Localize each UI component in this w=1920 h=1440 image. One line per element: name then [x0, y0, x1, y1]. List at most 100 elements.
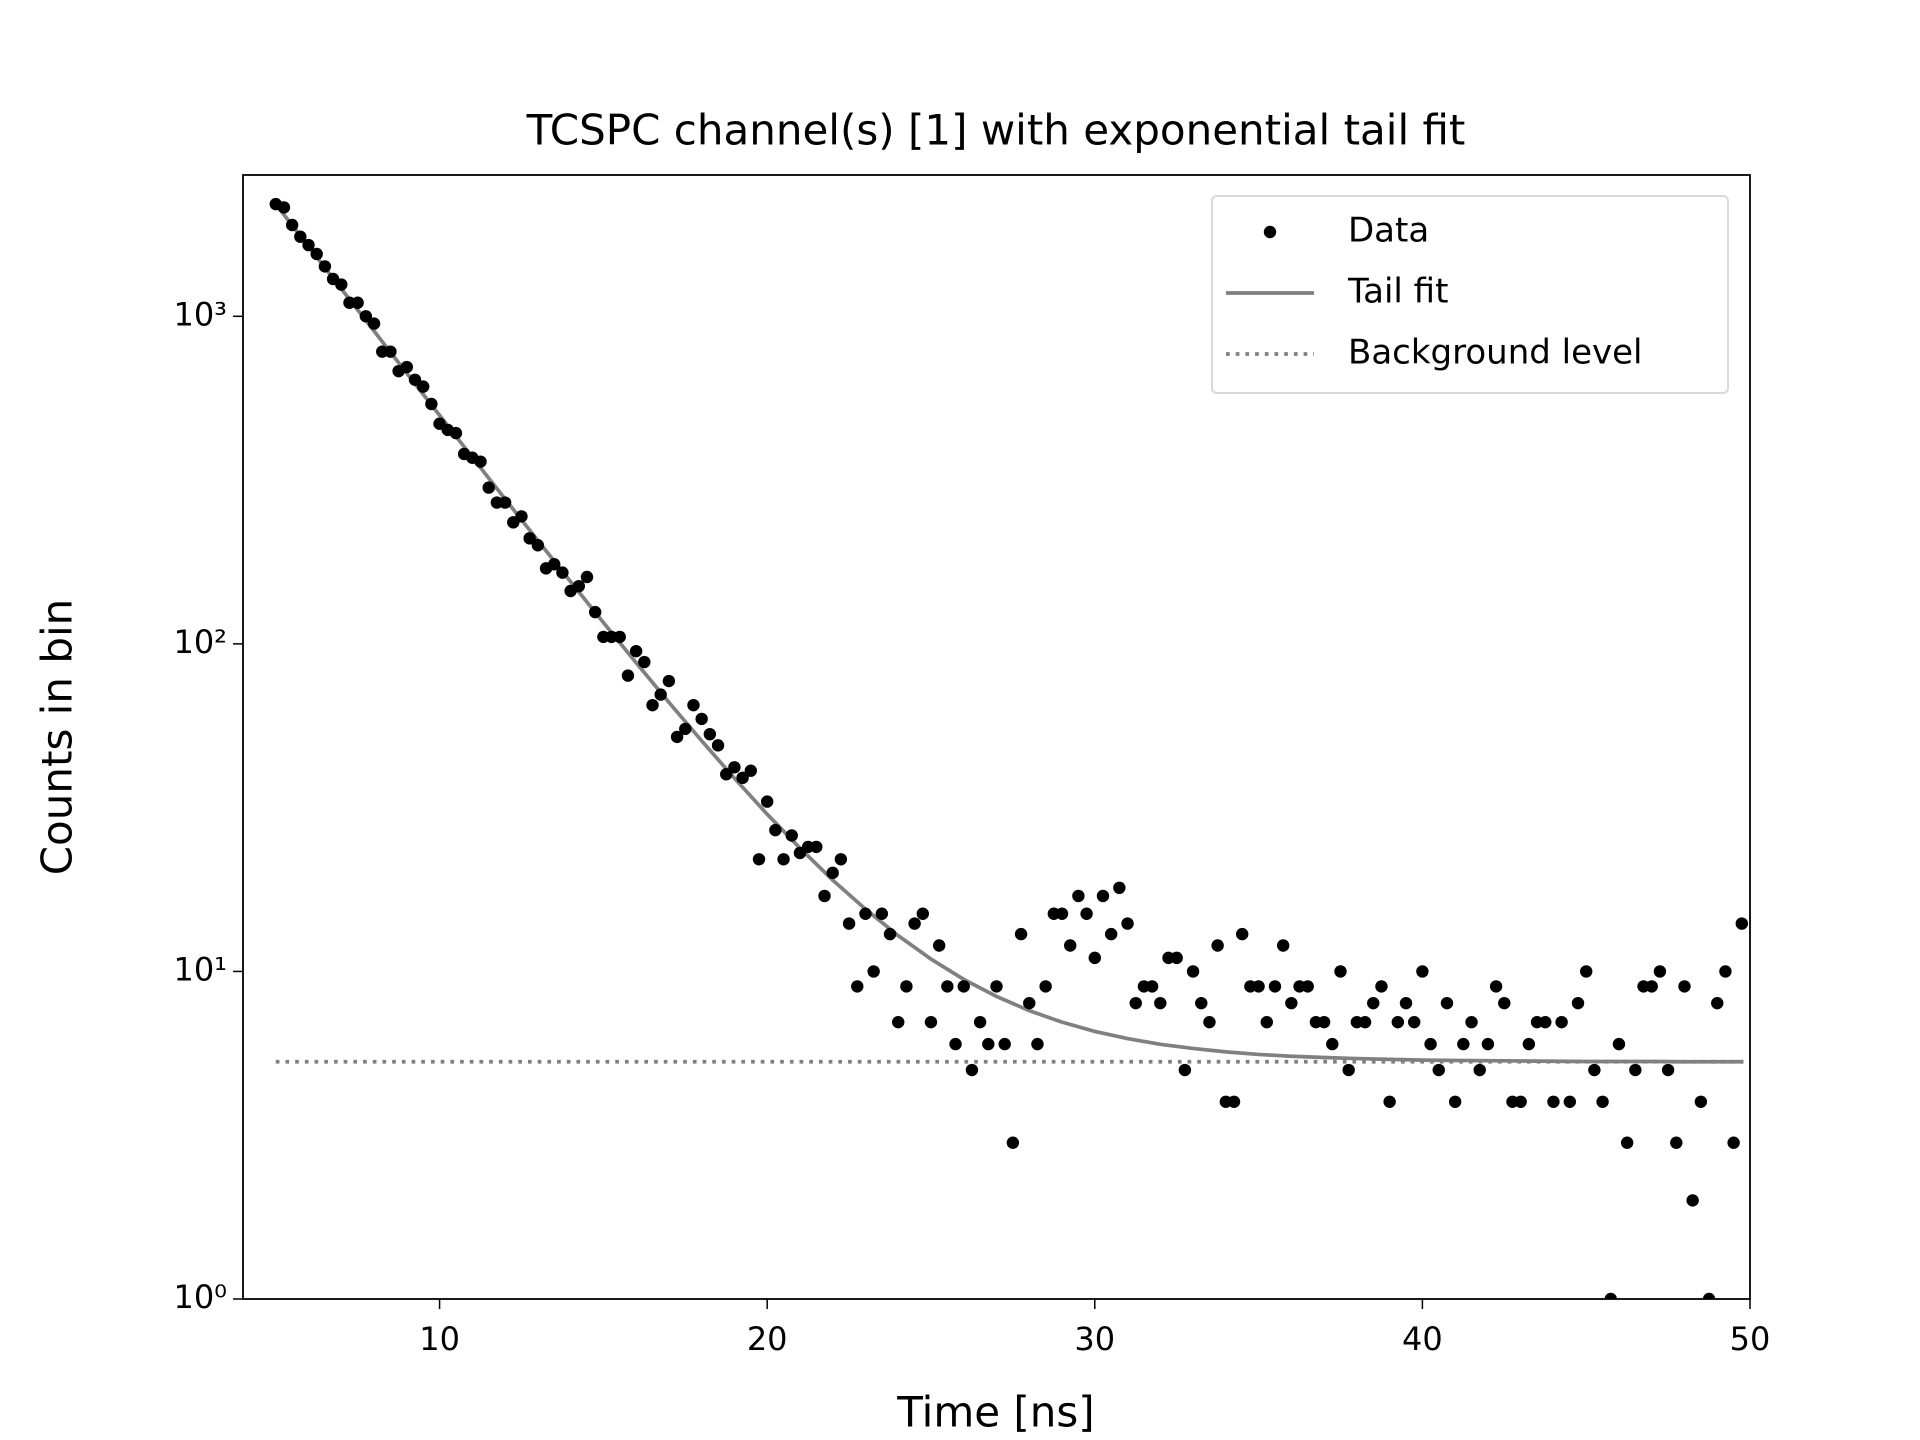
data-point [1735, 917, 1749, 930]
y-tick-label: 10¹ [173, 950, 227, 988]
data-point [400, 360, 414, 374]
legend-label: Data [1348, 211, 1429, 251]
data-point [1432, 1063, 1445, 1077]
y-tick-label: 10² [173, 623, 227, 661]
data-point [1539, 1015, 1552, 1029]
x-axis-label: Time [ns] [896, 1388, 1094, 1437]
data-point [1055, 907, 1069, 920]
data-point [556, 566, 569, 579]
data-point [531, 539, 545, 552]
data-point [1424, 1037, 1437, 1051]
legend-box [1211, 195, 1729, 394]
data-point [670, 730, 684, 744]
data-point [769, 823, 782, 837]
data-point [924, 1015, 938, 1029]
data-point [892, 1015, 905, 1029]
data-point [1416, 965, 1429, 978]
data-point [875, 907, 889, 920]
data-point [1719, 965, 1732, 978]
data-point [1481, 1037, 1495, 1051]
data-point [728, 761, 741, 774]
data-point [367, 317, 381, 330]
data-point [736, 771, 749, 785]
data-point [1096, 889, 1110, 903]
data-point [384, 345, 397, 358]
data-point [416, 380, 430, 393]
data-point [1080, 907, 1093, 920]
data-point [482, 481, 495, 494]
data-point [621, 669, 635, 682]
data-point [646, 698, 659, 712]
data-point [1088, 951, 1101, 965]
data-point [1579, 965, 1593, 978]
data-point [1023, 996, 1036, 1010]
data-point [1326, 1037, 1339, 1051]
data-point [752, 853, 766, 866]
data-point [1375, 980, 1388, 993]
legend-marker [1263, 225, 1277, 239]
data-point [1358, 1015, 1372, 1029]
data-point [1317, 1015, 1331, 1029]
data-point [842, 917, 856, 930]
data-point [1195, 996, 1208, 1010]
data-point [1268, 980, 1282, 993]
data-point [1186, 965, 1200, 978]
data-point [990, 980, 1003, 993]
data-point [523, 532, 536, 545]
data-point [703, 727, 717, 741]
data-point [859, 907, 872, 920]
data-point [711, 739, 725, 752]
data-point [1072, 889, 1085, 903]
x-tick-label: 20 [747, 1320, 788, 1358]
data-point [687, 698, 700, 712]
data-point [359, 310, 373, 323]
data-point [1006, 1136, 1020, 1149]
y-tick-label: 10³ [173, 295, 227, 333]
data-point [310, 247, 323, 261]
data-point [1661, 1063, 1675, 1077]
plot-frame [242, 174, 1751, 1300]
data-point [1588, 1063, 1601, 1077]
data-point [818, 889, 831, 903]
data-point [1694, 1095, 1708, 1108]
data-point [285, 218, 299, 232]
data-point [1465, 1015, 1478, 1029]
data-point [1571, 996, 1585, 1010]
data-point [662, 674, 676, 688]
data-point [498, 496, 512, 509]
data-point [1612, 1037, 1626, 1051]
data-point [1391, 1015, 1405, 1029]
data-point [810, 840, 823, 854]
data-point [1670, 1136, 1683, 1149]
data-point [1522, 1037, 1536, 1051]
data-point [1129, 996, 1142, 1010]
data-point [1104, 927, 1118, 941]
data-point [1154, 996, 1167, 1010]
data-point [515, 510, 528, 523]
data-point [351, 296, 364, 309]
data-point [1702, 1292, 1716, 1299]
data-point [1489, 980, 1503, 993]
data-point [941, 980, 954, 993]
data-point [1620, 1136, 1634, 1149]
data-point [474, 455, 487, 468]
data-point [588, 605, 602, 619]
x-tick-label: 10 [419, 1320, 460, 1358]
data-point [777, 853, 790, 866]
y-axis-label: Counts in bin [33, 599, 82, 876]
data-point [785, 829, 798, 842]
data-point [629, 644, 643, 658]
data-point [1252, 980, 1265, 993]
data-point [1686, 1194, 1699, 1207]
data-point [408, 373, 422, 386]
data-point [1555, 1015, 1568, 1029]
data-point [1440, 996, 1454, 1010]
data-point [572, 579, 585, 593]
data-point [1629, 1063, 1642, 1077]
data-point [1285, 996, 1298, 1010]
data-point [1399, 996, 1413, 1010]
data-point [294, 230, 307, 243]
data-point [1178, 1063, 1192, 1077]
data-point [1645, 980, 1658, 993]
